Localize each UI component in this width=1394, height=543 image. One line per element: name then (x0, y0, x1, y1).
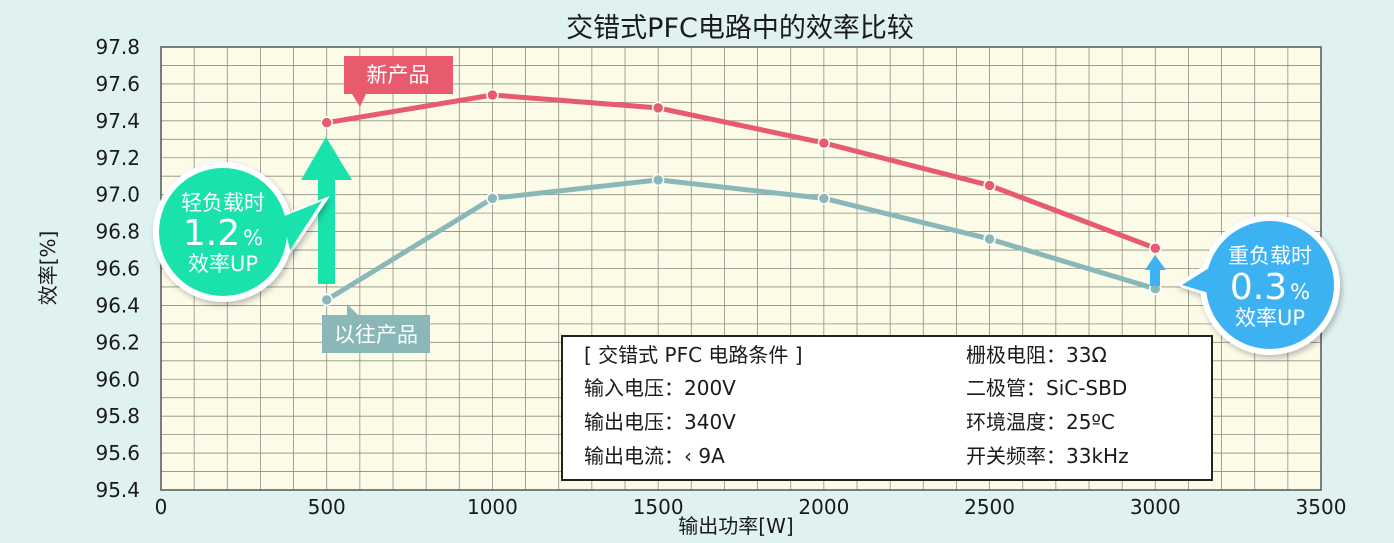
heavy-load-value: 0.3 (1230, 267, 1287, 308)
y-tick-label: 97.8 (95, 35, 140, 59)
x-tick-label: 1000 (467, 495, 518, 519)
y-tick-label: 95.4 (95, 478, 140, 502)
conditions-header: [ 交错式 PFC 电路条件 ] (584, 343, 803, 367)
y-tick-label: 96.4 (95, 293, 140, 317)
new-product-data-point (651, 101, 665, 115)
heavy-load-badge: 重负载时 0.3% 效率UP (1175, 215, 1340, 355)
light-load-title: 轻负载时 (181, 191, 265, 215)
y-tick-label: 96.2 (95, 330, 140, 354)
conditions-box: [ 交错式 PFC 电路条件 ] 输入电压：200V 输出电压：340V 输出电… (561, 335, 1213, 481)
old-product-tag: 以往产品 (322, 304, 430, 353)
y-tick-label: 95.6 (95, 441, 140, 465)
heavy-load-footer: 效率UP (1235, 306, 1305, 330)
heavy-load-value-line: 0.3% (1230, 267, 1310, 308)
y-tick-label: 95.8 (95, 404, 140, 428)
light-load-footer: 效率UP (188, 252, 258, 276)
old-product-data-point (486, 192, 499, 205)
condition-input-voltage: 输入电压：200V (584, 376, 736, 400)
light-load-unit: % (243, 226, 263, 250)
new-product-data-point (320, 116, 333, 129)
heavy-load-title: 重负载时 (1228, 244, 1312, 268)
old-product-data-point (817, 192, 831, 205)
condition-output-voltage: 输出电压：340V (584, 410, 736, 434)
new-product-data-point (1149, 241, 1162, 255)
old-product-data-point (651, 173, 665, 187)
x-tick-label: 2000 (798, 495, 849, 519)
y-tick-label: 96.8 (95, 220, 140, 244)
old-product-data-point (320, 293, 333, 307)
light-load-value-line: 1.2% (183, 213, 263, 254)
condition-ambient-temp: 环境温度：25ºC (966, 410, 1115, 434)
y-tick-label: 97.6 (95, 72, 140, 96)
new-product-series-line (324, 92, 1158, 251)
series-layer (320, 88, 1162, 307)
old-product-series-line (324, 177, 1158, 303)
new-product-data-point (817, 136, 831, 150)
x-tick-label: 3000 (1130, 495, 1181, 519)
condition-gate-resistance: 栅极电阻：33Ω (966, 343, 1107, 367)
new-product-tag: 新产品 (344, 56, 453, 107)
heavy-load-arrow (1145, 255, 1166, 286)
x-tick-label: 0 (155, 495, 168, 519)
y-tick-label: 97.0 (95, 183, 140, 207)
x-axis-ticks: 0 500 1000 1500 2000 2500 3000 3500 (155, 495, 1347, 519)
x-axis-label: 输出功率[W] (678, 514, 793, 538)
chart-title: 交错式PFC电路中的效率比较 (566, 13, 914, 44)
x-tick-label: 3500 (1296, 495, 1347, 519)
y-tick-label: 96.0 (95, 367, 140, 391)
x-tick-label: 1500 (633, 495, 684, 519)
y-axis-label: 效率[%] (36, 231, 60, 306)
light-load-value: 1.2 (183, 213, 240, 254)
new-product-data-point (983, 179, 996, 192)
y-tick-label: 97.2 (95, 146, 140, 170)
old-product-data-point (983, 232, 996, 246)
heavy-load-unit: % (1290, 280, 1310, 304)
light-load-badge: 轻负载时 1.2% 效率UP (153, 162, 330, 302)
x-tick-label: 2500 (964, 495, 1015, 519)
x-tick-label: 500 (308, 495, 346, 519)
condition-output-current: 输出电流：‹ 9A (584, 444, 725, 468)
condition-diode: 二极管：SiC-SBD (966, 376, 1127, 400)
y-tick-label: 96.6 (95, 257, 140, 281)
old-product-label: 以往产品 (334, 323, 418, 347)
y-axis-ticks: 97.8 97.6 97.4 97.2 97.0 96.8 96.6 96.4 96.2 96.0… (95, 35, 140, 502)
condition-switching-freq: 开关频率：33kHz (966, 444, 1129, 468)
new-product-data-point (486, 88, 499, 102)
new-product-label: 新产品 (367, 63, 430, 87)
y-tick-label: 97.4 (95, 109, 140, 133)
